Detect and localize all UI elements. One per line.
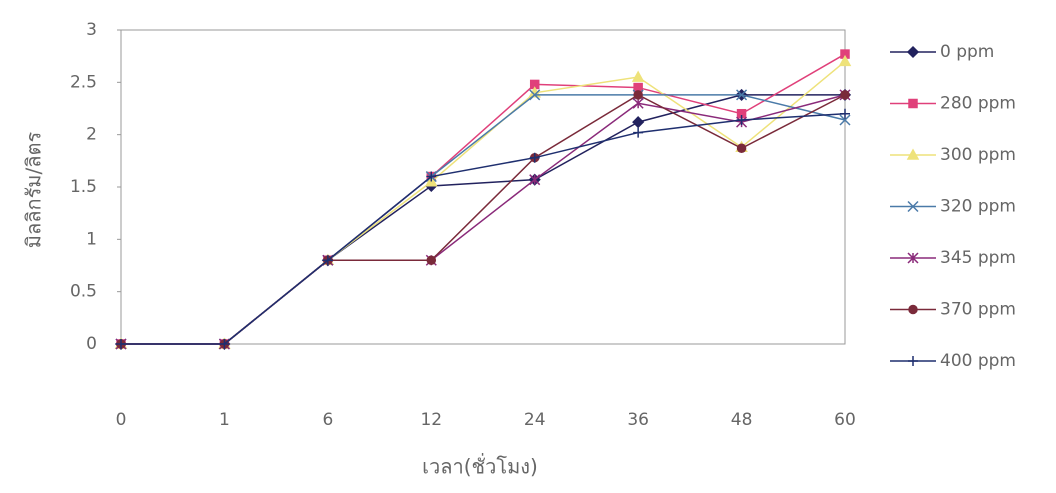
- legend-marker: [908, 98, 918, 109]
- x-tick-label: 48: [731, 410, 753, 430]
- y-tick-label: 2: [86, 125, 97, 145]
- legend-marker: [908, 356, 918, 366]
- legend-label: 320 ppm: [940, 197, 1016, 217]
- legend-marker: [907, 200, 919, 213]
- data-point: [736, 89, 748, 101]
- x-tick-label: 0: [116, 410, 127, 430]
- data-point: [633, 127, 644, 138]
- y-tick-label: 1.5: [70, 177, 97, 197]
- plot-area: [120, 29, 846, 345]
- x-tick-label: 6: [322, 410, 333, 430]
- y-tick-label: 0.5: [70, 282, 97, 302]
- data-point: [322, 255, 333, 266]
- series-line: [121, 60, 846, 345]
- data-point: [631, 70, 645, 82]
- data-point: [736, 115, 747, 126]
- data-point: [840, 108, 850, 119]
- y-tick-label: 1: [86, 229, 97, 249]
- series-line: [121, 112, 846, 345]
- data-point: [632, 97, 644, 109]
- y-tick-label: 3: [86, 20, 97, 40]
- data-point: [426, 255, 437, 266]
- data-point: [529, 89, 541, 101]
- y-axis-title: มิลลิกรัม/ลิตร: [22, 132, 46, 249]
- legend-marker: [907, 252, 919, 264]
- x-tick-label: 1: [219, 410, 230, 430]
- x-tick-label: 36: [627, 410, 649, 430]
- legend-label: 300 ppm: [940, 145, 1016, 165]
- data-point: [838, 54, 852, 67]
- x-axis-title: เวลา(ชั่วโมง): [422, 453, 538, 479]
- legend-label: 400 ppm: [940, 351, 1016, 371]
- data-point: [839, 114, 851, 126]
- series-line: [121, 94, 846, 345]
- data-point: [632, 116, 645, 129]
- legend-label: 0 ppm: [940, 42, 994, 62]
- data-point: [116, 339, 126, 349]
- x-tick-label: 12: [420, 410, 442, 430]
- data-point: [219, 339, 230, 349]
- legend-marker: [906, 148, 920, 160]
- data-point: [529, 174, 541, 186]
- series-line: [121, 53, 846, 345]
- data-point: [426, 171, 437, 182]
- data-point: [529, 152, 540, 163]
- legend-label: 345 ppm: [940, 248, 1016, 268]
- legend-label: 280 ppm: [940, 94, 1016, 114]
- y-tick-label: 0: [86, 334, 97, 354]
- legend-marker: [906, 45, 920, 59]
- data-point: [736, 143, 747, 154]
- legend-marker: [908, 304, 918, 315]
- y-tick-label: 2.5: [70, 72, 97, 92]
- data-point: [633, 90, 643, 100]
- data-point: [840, 90, 850, 100]
- x-tick-label: 24: [524, 410, 546, 430]
- legend-label: 370 ppm: [940, 300, 1016, 320]
- x-tick-label: 60: [834, 410, 856, 430]
